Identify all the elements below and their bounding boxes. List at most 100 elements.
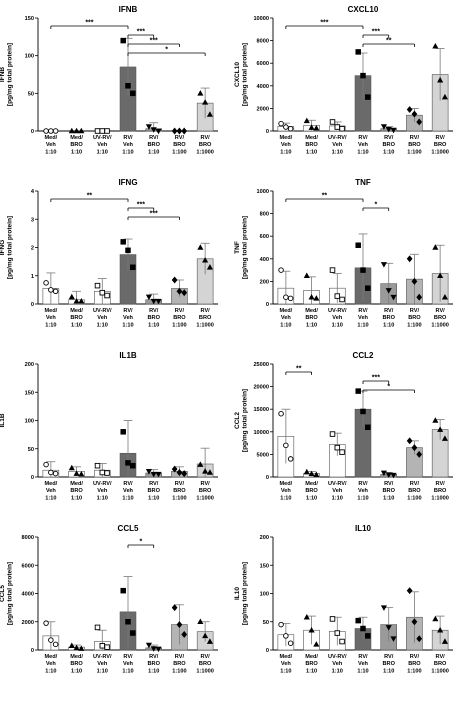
x-tick-label-line: 1:10 (357, 668, 368, 674)
x-tick-label-line: Veh (332, 142, 343, 148)
significance-label: * (374, 202, 377, 209)
data-point-marker (437, 76, 444, 83)
x-tick-label-line: BRO (305, 488, 318, 494)
data-point-marker (308, 470, 315, 477)
x-tick-label-line: Med/ (279, 654, 292, 660)
data-point-marker (99, 643, 106, 649)
x-tick-label-line: 1:10 (357, 149, 368, 155)
x-tick-label-line: Veh (97, 661, 108, 667)
data-point-marker (181, 289, 188, 297)
data-point-marker (411, 110, 418, 118)
y-tick-label: 10000 (253, 16, 269, 22)
x-tick-label: RV/Veh 1:10 (122, 481, 133, 501)
x-tick-label-line: Veh (358, 488, 369, 494)
x-tick-label-line: 1:1000 (431, 668, 448, 674)
x-tick-label-line: RV/ (410, 308, 420, 314)
x-tick-label-line: 1:10 (122, 668, 133, 674)
x-tick-label-line: 1:10 (332, 495, 343, 501)
x-tick-label: UV-RV/Veh 1:10 (93, 135, 112, 155)
x-tick-label-line: Veh (123, 142, 134, 148)
x-tick-label: RV/Veh 1:10 (122, 135, 133, 155)
x-tick-label: RV/BRO 1:10 (382, 481, 395, 501)
x-tick-label-line: BRO (408, 488, 421, 494)
x-tick-label-line: Med/ (305, 654, 318, 660)
data-point-marker (120, 239, 126, 245)
x-tick-label-line: 1:10 (71, 322, 82, 328)
data-point-marker (145, 642, 152, 649)
x-tick-label: RV/BRO 1:1000 (196, 481, 213, 501)
x-tick-label-line: BRO (408, 661, 421, 667)
x-tick-label-line: RV/ (123, 481, 133, 487)
data-point-marker (390, 636, 397, 642)
data-point-marker (416, 293, 423, 301)
x-tick-label-line: RV/ (358, 308, 368, 314)
data-point-marker (287, 125, 294, 132)
x-tick-label-line: BRO (199, 661, 212, 667)
x-tick-label-line: 1:10 (45, 668, 56, 674)
data-point-marker (171, 604, 178, 612)
y-tick-label: 2 (31, 246, 34, 252)
y-tick-label: 20000 (253, 385, 269, 391)
data-point-marker (437, 272, 444, 279)
significance-label: *** (150, 38, 158, 45)
x-tick-label: UV-RV/Veh 1:10 (328, 308, 347, 328)
x-tick-label: RV/BRO 1:1000 (196, 654, 213, 674)
x-tick-label-line: UV-RV/ (93, 308, 112, 314)
significance-label: ** (322, 193, 328, 200)
y-tick-label: 0 (266, 475, 269, 481)
y-tick-label: 1 (31, 274, 34, 280)
data-point-marker (73, 644, 80, 651)
data-point-marker (432, 244, 439, 250)
data-point-marker (313, 471, 320, 478)
x-tick-label-line: UV-RV/ (328, 308, 347, 314)
data-point-marker (432, 43, 439, 49)
data-point-marker (73, 470, 80, 476)
data-point-marker (385, 625, 392, 631)
x-tick-label: Med/BRO 1:10 (305, 481, 318, 501)
x-tick-label-line: BRO (305, 315, 318, 321)
x-tick-label-line: RV/ (410, 135, 420, 141)
x-tick-label-line: BRO (147, 315, 160, 321)
significance-label: * (387, 384, 390, 391)
x-tick-label-line: RV/ (201, 135, 211, 141)
y-tick-label: 0 (266, 648, 269, 654)
data-point-marker (150, 646, 157, 652)
x-tick-label: RV/Veh 1:10 (122, 654, 133, 674)
x-tick-label-line: 1:10 (97, 149, 108, 155)
data-point-marker (287, 295, 294, 302)
data-point-marker (437, 426, 444, 432)
data-point-marker (432, 615, 439, 622)
y-tick-label: 200 (25, 362, 34, 368)
x-tick-label-line: Med/ (305, 135, 318, 141)
x-tick-label-line: 1:1000 (196, 149, 213, 155)
data-point-marker (360, 72, 366, 79)
x-tick-label-line: RV/ (384, 308, 394, 314)
data-point-marker (283, 633, 289, 639)
chart-title: CXCL10 (348, 5, 379, 14)
y-tick-label: 50 (28, 447, 34, 453)
data-point-marker (73, 297, 80, 304)
x-tick-label: RV/BRO 1:100 (407, 654, 421, 674)
x-tick-label-line: RV/ (384, 135, 394, 141)
data-point-marker (329, 119, 336, 125)
y-tick-label: 0 (31, 648, 34, 654)
x-tick-label-line: RV/ (436, 654, 446, 660)
x-tick-label: RV/Veh 1:10 (357, 654, 368, 674)
data-point-marker (406, 587, 413, 595)
x-tick-label-line: 1:10 (332, 668, 343, 674)
data-point-marker (355, 388, 361, 394)
x-tick-label: RV/Veh 1:10 (357, 308, 368, 328)
x-tick-label-line: 1:10 (306, 495, 317, 501)
x-tick-label-line: BRO (173, 315, 186, 321)
data-point-marker (303, 272, 310, 279)
x-tick-label-line: 1:1000 (196, 495, 213, 501)
data-point-marker (94, 462, 101, 469)
x-tick-label-line: BRO (70, 488, 83, 494)
x-tick-label-line: RV/ (436, 308, 446, 314)
y-axis-label-units: [pg/mg total protein] (242, 562, 249, 625)
x-tick-label: UV-RV/Veh 1:10 (328, 654, 347, 674)
data-point-marker (130, 630, 136, 636)
